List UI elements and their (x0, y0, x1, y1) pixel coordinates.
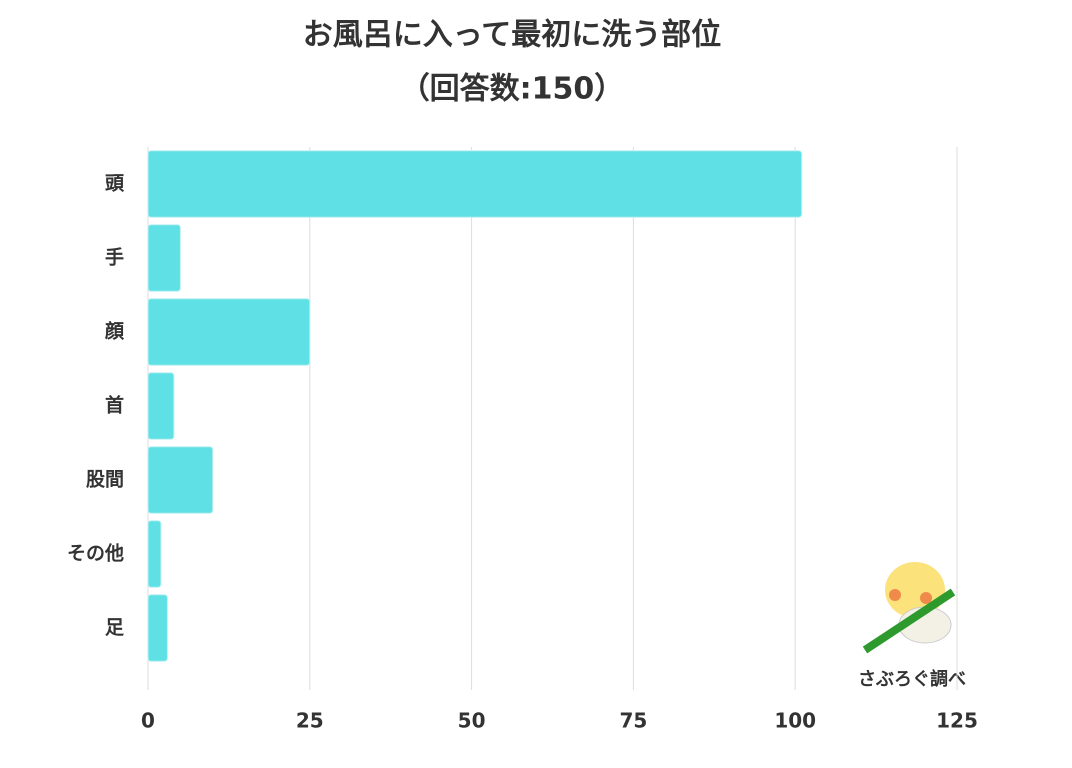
bar (147, 224, 181, 292)
mascot (862, 562, 956, 654)
y-tick-label: 足 (105, 617, 125, 639)
bar (147, 372, 175, 440)
bar (147, 150, 803, 218)
annotation: さぶろぐ調べ (858, 668, 966, 690)
y-tick-label: 頭 (105, 173, 125, 195)
y-tick-label: 股間 (86, 469, 124, 491)
x-tick-label: 125 (936, 709, 978, 733)
chart-title: お風呂に入って最初に洗う部位 (303, 18, 722, 53)
x-tick-label: 0 (141, 709, 155, 733)
x-tick-label: 50 (458, 709, 486, 733)
y-tick-label: 顔 (104, 320, 125, 343)
x-tick-label: 25 (296, 709, 324, 733)
bar (147, 594, 168, 662)
y-tick-label: その他 (67, 542, 124, 565)
y-tick-label: 手 (105, 246, 124, 269)
bar (147, 446, 214, 514)
y-tick-label: 首 (105, 394, 124, 417)
x-tick-label: 75 (619, 709, 647, 733)
bar (147, 520, 162, 588)
x-tick-label: 100 (774, 709, 816, 733)
bar (147, 298, 311, 366)
chart-subtitle: （回答数:150） (400, 72, 625, 107)
